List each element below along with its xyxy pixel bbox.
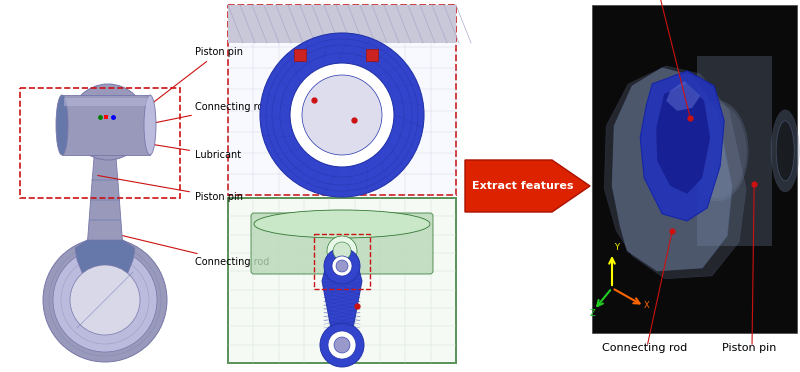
FancyArrow shape bbox=[465, 160, 590, 212]
Circle shape bbox=[260, 33, 424, 197]
Circle shape bbox=[70, 84, 146, 160]
Polygon shape bbox=[612, 68, 732, 271]
Text: Z: Z bbox=[590, 309, 596, 318]
FancyBboxPatch shape bbox=[251, 213, 433, 274]
Bar bbox=[64, 98, 150, 106]
Circle shape bbox=[70, 265, 140, 335]
Text: Piston pin: Piston pin bbox=[722, 343, 776, 353]
Circle shape bbox=[290, 63, 394, 167]
Ellipse shape bbox=[776, 121, 794, 181]
Ellipse shape bbox=[144, 95, 156, 155]
Bar bbox=[294, 49, 306, 61]
Polygon shape bbox=[70, 118, 94, 148]
Text: Lubricant: Lubricant bbox=[116, 138, 241, 160]
Text: Connecting rod: Connecting rod bbox=[602, 343, 687, 353]
Bar bbox=[228, 5, 456, 43]
FancyBboxPatch shape bbox=[228, 5, 456, 195]
Circle shape bbox=[324, 248, 360, 284]
Polygon shape bbox=[604, 66, 746, 279]
Ellipse shape bbox=[688, 104, 746, 198]
Circle shape bbox=[320, 323, 364, 367]
Circle shape bbox=[333, 242, 351, 260]
Polygon shape bbox=[122, 118, 146, 148]
Ellipse shape bbox=[686, 101, 748, 201]
Text: Connecting rod: Connecting rod bbox=[146, 102, 270, 125]
Circle shape bbox=[302, 75, 382, 155]
Polygon shape bbox=[640, 71, 724, 221]
Polygon shape bbox=[666, 81, 700, 111]
Ellipse shape bbox=[56, 95, 68, 155]
Text: Piston pin: Piston pin bbox=[152, 47, 243, 103]
Polygon shape bbox=[656, 84, 710, 194]
Text: Extract features: Extract features bbox=[472, 181, 574, 191]
Circle shape bbox=[328, 331, 356, 359]
Circle shape bbox=[43, 238, 167, 362]
Bar bbox=[698, 56, 772, 246]
Polygon shape bbox=[75, 240, 135, 275]
Bar bbox=[90, 199, 120, 201]
Text: Piston pin: Piston pin bbox=[98, 176, 243, 202]
Ellipse shape bbox=[254, 210, 430, 238]
Circle shape bbox=[53, 248, 157, 352]
Circle shape bbox=[334, 337, 350, 353]
Bar bbox=[62, 95, 150, 155]
Bar bbox=[89, 219, 121, 221]
Text: X: X bbox=[644, 301, 650, 310]
Circle shape bbox=[94, 108, 122, 136]
Text: Y: Y bbox=[614, 243, 619, 252]
Polygon shape bbox=[83, 145, 133, 285]
Bar bbox=[366, 49, 378, 61]
Ellipse shape bbox=[771, 110, 799, 192]
Circle shape bbox=[336, 260, 348, 272]
Polygon shape bbox=[322, 266, 362, 340]
Bar bbox=[91, 179, 119, 181]
Circle shape bbox=[327, 236, 357, 266]
Bar bbox=[592, 5, 797, 333]
FancyBboxPatch shape bbox=[228, 198, 456, 363]
Circle shape bbox=[332, 256, 352, 276]
Text: Connecting rod: Connecting rod bbox=[122, 235, 270, 267]
Circle shape bbox=[86, 100, 130, 144]
